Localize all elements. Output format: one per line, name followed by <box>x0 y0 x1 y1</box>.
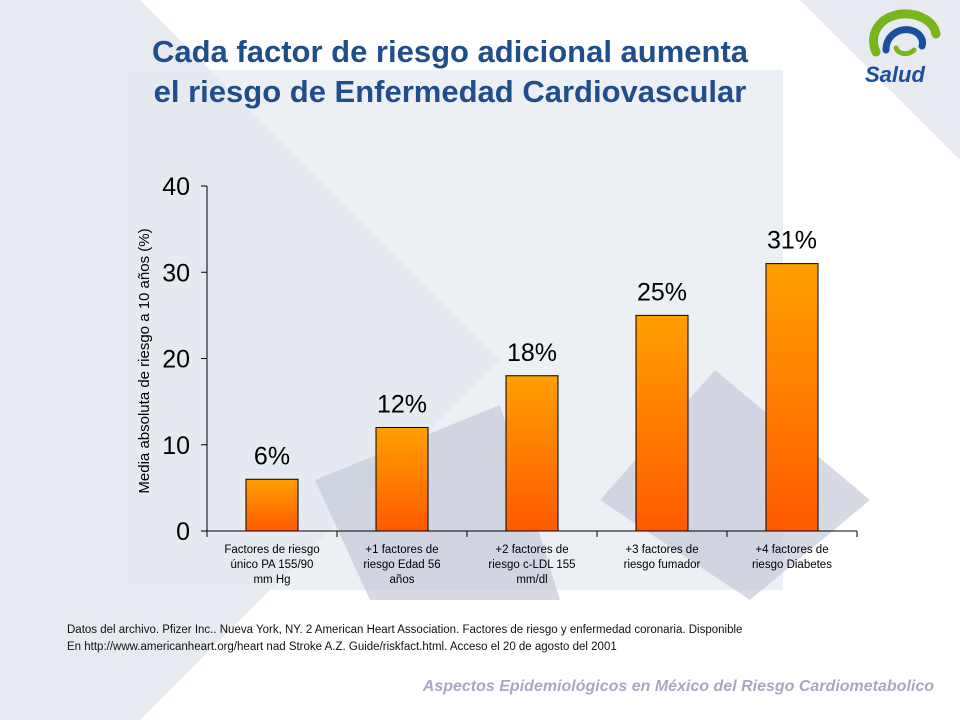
slide-title-line-2: el riesgo de Enfermedad Cardiovascular <box>153 74 747 109</box>
x-category-label-line: riesgo Edad 56 <box>363 559 440 571</box>
x-category-label-line: único PA 155/90 <box>231 559 314 571</box>
source-citation: Datos del archivo. Pfizer Inc.. Nueva Yo… <box>67 622 897 656</box>
slide-title-line-1: Cada factor de riesgo adicional aumenta <box>151 34 749 69</box>
y-tick-label: 10 <box>162 432 190 460</box>
x-category-label-line: riesgo Diabetes <box>752 559 832 571</box>
x-category-label: +4 factores de riesgo Diabetes <box>752 544 832 571</box>
data-label: 18% <box>507 339 557 367</box>
footer-text: Aspectos Epidemiológicos en México del R… <box>422 678 934 695</box>
logo-wordmark: Salud <box>865 62 925 87</box>
x-category-label: Factores de riesgo único PA 155/90 mm Hg <box>224 544 319 586</box>
salud-logo-icon <box>869 9 941 57</box>
y-tick-label: 0 <box>176 518 190 546</box>
y-axis-title: Media absoluta de riesgo a 10 años (%) <box>136 228 153 493</box>
x-category-label-line: mm Hg <box>253 574 290 586</box>
x-category-label: +2 factores de riesgo c-LDL 155 mm/dl <box>488 544 575 586</box>
x-category-label: +1 factores de riesgo Edad 56 años <box>363 544 440 586</box>
x-category-label-line: +1 factores de <box>365 544 438 556</box>
data-labels: 6% 12% 18% 25% 31% <box>254 227 817 471</box>
y-tick-label: 30 <box>162 259 190 287</box>
bar <box>765 263 819 532</box>
source-line-2: En http://www.americanheart.org/heart na… <box>67 641 617 653</box>
bar <box>375 427 429 532</box>
x-category-label-line: años <box>390 574 415 586</box>
data-label: 6% <box>254 442 290 470</box>
x-category-label-line: Factores de riesgo <box>224 544 319 556</box>
x-category-label-line: riesgo c-LDL 155 <box>488 559 575 571</box>
x-axis: Factores de riesgo único PA 155/90 mm Hg +1… <box>206 530 858 586</box>
x-category-label-line: +3 factores de <box>625 544 698 556</box>
bar <box>635 314 689 532</box>
y-tick-label: 20 <box>162 346 190 374</box>
data-label: 31% <box>767 227 817 255</box>
bar <box>505 375 559 532</box>
y-tick-label: 40 <box>162 173 190 201</box>
x-category-label-line: riesgo fumador <box>624 559 701 571</box>
source-line-1: Datos del archivo. Pfizer Inc.. Nueva Yo… <box>67 624 743 636</box>
bars <box>245 263 819 532</box>
x-category-label: +3 factores de riesgo fumador <box>624 544 701 571</box>
data-label: 25% <box>637 278 687 306</box>
data-label: 12% <box>377 391 427 419</box>
x-category-label-line: +2 factores de <box>495 544 568 556</box>
x-category-label-line: +4 factores de <box>755 544 828 556</box>
slide-title: Cada factor de riesgo adicional aumenta … <box>60 32 840 112</box>
y-axis: 0 10 20 30 40 <box>162 173 208 546</box>
bar <box>245 478 299 532</box>
x-category-label-line: mm/dl <box>516 574 547 586</box>
